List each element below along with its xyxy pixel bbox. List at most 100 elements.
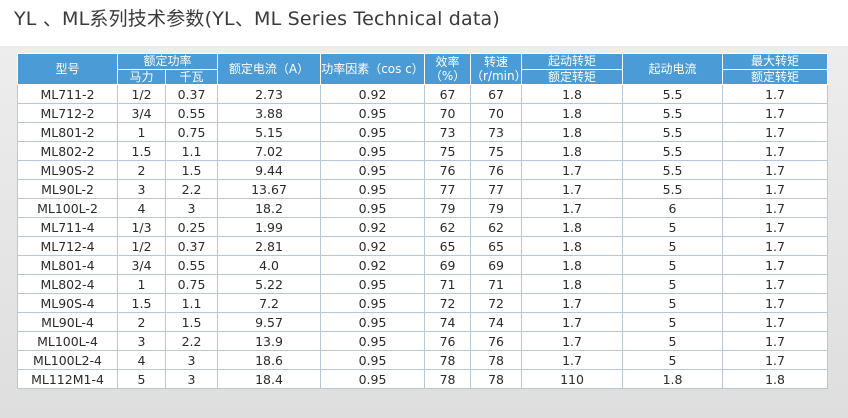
cell-starting-current: 5.5	[622, 160, 724, 180]
cell-power-hp: 3	[117, 331, 166, 351]
cell-power-kw: 2.2	[164, 331, 219, 351]
cell-efficiency: 76	[424, 160, 472, 180]
cell-speed: 62	[470, 217, 523, 237]
cell-rated-current: 2.81	[217, 236, 322, 256]
cell-model: ML801-2	[17, 122, 118, 142]
cell-starting-current: 5.5	[622, 103, 724, 123]
cell-starting-current: 1.8	[622, 369, 724, 389]
cell-power-kw: 0.37	[164, 84, 219, 104]
cell-power-kw: 2.2	[164, 179, 219, 199]
cell-max-torque: 1.7	[722, 84, 829, 104]
cell-power-hp: 1.5	[117, 141, 166, 161]
cell-power-kw: 3	[164, 369, 219, 389]
cell-speed: 67	[470, 84, 523, 104]
cell-max-torque: 1.7	[722, 160, 829, 180]
cell-power-factor: 0.95	[320, 274, 426, 294]
cell-starting-torque: 1.7	[521, 350, 624, 370]
cell-rated-current: 5.22	[217, 274, 322, 294]
cell-model: ML90S-2	[17, 160, 118, 180]
cell-model: ML801-4	[17, 255, 118, 275]
cell-power-kw: 0.75	[164, 274, 219, 294]
cell-starting-torque: 1.7	[521, 198, 624, 218]
cell-model: ML90S-4	[17, 293, 118, 313]
cell-power-kw: 0.25	[164, 217, 219, 237]
cell-rated-current: 1.99	[217, 217, 322, 237]
cell-power-kw: 0.55	[164, 255, 219, 275]
cell-model: ML711-2	[17, 84, 118, 104]
table-row: ML712-4 1/2 0.37 2.81 0.92 65 65 1.8 5 1.7	[17, 236, 829, 256]
cell-starting-current: 5	[622, 255, 724, 275]
cell-starting-current: 5.5	[622, 179, 724, 199]
cell-speed: 76	[470, 160, 523, 180]
cell-max-torque: 1.8	[722, 369, 829, 389]
cell-efficiency: 73	[424, 122, 472, 142]
header-starting-current: 起动电流	[622, 53, 724, 85]
cell-power-kw: 0.37	[164, 236, 219, 256]
table-row: ML90L-4 2 1.5 9.57 0.95 74 74 1.7 5 1.7	[17, 312, 829, 332]
cell-model: ML90L-2	[17, 179, 118, 199]
cell-starting-torque: 110	[521, 369, 624, 389]
table-row: ML90S-2 2 1.5 9.44 0.95 76 76 1.7 5.5 1.7	[17, 160, 829, 180]
cell-speed: 79	[470, 198, 523, 218]
cell-efficiency: 75	[424, 141, 472, 161]
table-row: ML801-4 3/4 0.55 4.0 0.92 69 69 1.8 5 1.7	[17, 255, 829, 275]
cell-starting-current: 5	[622, 293, 724, 313]
cell-efficiency: 67	[424, 84, 472, 104]
cell-rated-current: 2.73	[217, 84, 322, 104]
table-row: ML801-2 1 0.75 5.15 0.95 73 73 1.8 5.5 1.7	[17, 122, 829, 142]
cell-rated-current: 9.57	[217, 312, 322, 332]
cell-speed: 78	[470, 369, 523, 389]
cell-power-hp: 3/4	[117, 255, 166, 275]
cell-max-torque: 1.7	[722, 198, 829, 218]
cell-starting-torque: 1.8	[521, 255, 624, 275]
cell-starting-torque: 1.8	[521, 103, 624, 123]
cell-rated-current: 18.4	[217, 369, 322, 389]
cell-max-torque: 1.7	[722, 312, 829, 332]
cell-power-hp: 1/2	[117, 236, 166, 256]
cell-model: ML712-2	[17, 103, 118, 123]
header-model: 型号	[17, 53, 118, 85]
cell-max-torque: 1.7	[722, 274, 829, 294]
cell-max-torque: 1.7	[722, 141, 829, 161]
cell-max-torque: 1.7	[722, 122, 829, 142]
cell-max-torque: 1.7	[722, 293, 829, 313]
cell-efficiency: 78	[424, 369, 472, 389]
cell-power-hp: 1/2	[117, 84, 166, 104]
header-max-torque-bottom: 额定转矩	[722, 68, 829, 85]
cell-starting-current: 5	[622, 312, 724, 332]
cell-efficiency: 69	[424, 255, 472, 275]
cell-power-hp: 4	[117, 350, 166, 370]
cell-rated-current: 5.15	[217, 122, 322, 142]
table-row: ML802-4 1 0.75 5.22 0.95 71 71 1.8 5 1.7	[17, 274, 829, 294]
cell-starting-torque: 1.8	[521, 236, 624, 256]
cell-model: ML802-4	[17, 274, 118, 294]
cell-starting-torque: 1.7	[521, 312, 624, 332]
cell-efficiency: 79	[424, 198, 472, 218]
cell-power-hp: 1	[117, 274, 166, 294]
spec-table: 型号 额定功率 额定电流（A） 功率因素（cos c） 效率（%） 转速（r/m…	[17, 53, 829, 389]
cell-power-hp: 4	[117, 198, 166, 218]
cell-starting-torque: 1.7	[521, 331, 624, 351]
cell-model: ML802-2	[17, 141, 118, 161]
cell-power-factor: 0.95	[320, 103, 426, 123]
table-row: ML112M1-4 5 3 18.4 0.95 78 78 110 1.8 1.8	[17, 369, 829, 389]
cell-starting-torque: 1.7	[521, 160, 624, 180]
cell-speed: 78	[470, 350, 523, 370]
cell-speed: 73	[470, 122, 523, 142]
cell-power-factor: 0.95	[320, 179, 426, 199]
header-rated-power: 额定功率	[116, 53, 219, 70]
cell-starting-current: 5	[622, 350, 724, 370]
cell-rated-current: 3.88	[217, 103, 322, 123]
table-row: ML100L-4 3 2.2 13.9 0.95 76 76 1.7 5 1.7	[17, 331, 829, 351]
cell-efficiency: 65	[424, 236, 472, 256]
cell-power-kw: 1.5	[164, 160, 219, 180]
cell-starting-torque: 1.8	[521, 274, 624, 294]
cell-efficiency: 62	[424, 217, 472, 237]
cell-starting-current: 5.5	[622, 84, 724, 104]
header-starting-torque-top: 起动转矩	[521, 53, 624, 70]
cell-speed: 71	[470, 274, 523, 294]
cell-max-torque: 1.7	[722, 103, 829, 123]
cell-starting-current: 5.5	[622, 141, 724, 161]
cell-rated-current: 9.44	[217, 160, 322, 180]
cell-speed: 75	[470, 141, 523, 161]
